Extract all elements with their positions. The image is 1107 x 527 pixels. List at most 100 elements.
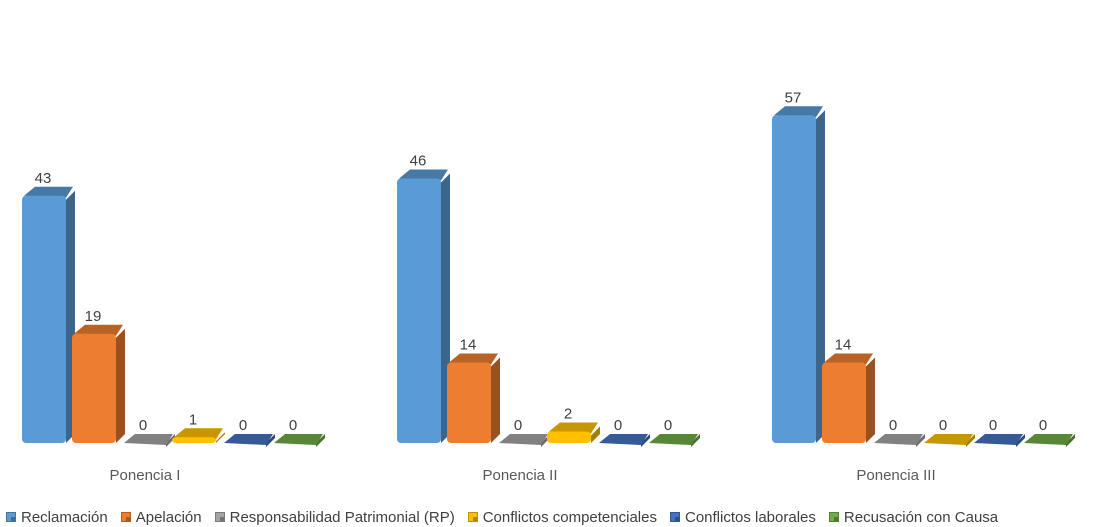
data-label: 0: [289, 417, 297, 434]
legend-swatch: [214, 512, 225, 522]
bar: [772, 106, 825, 443]
data-label: 0: [514, 417, 522, 434]
legend-item: Conflictos competenciales: [467, 508, 657, 526]
bar: [124, 434, 175, 447]
bar-top: [549, 422, 598, 434]
bar-side: [216, 432, 225, 443]
bar-front: [22, 195, 66, 443]
data-label: 0: [889, 417, 897, 434]
bar: [649, 434, 700, 447]
bar-front: [822, 362, 866, 443]
data-label: 43: [35, 170, 52, 187]
bar: [874, 434, 925, 447]
bar-top: [124, 434, 173, 445]
data-label: 46: [410, 153, 427, 170]
data-label: 0: [239, 417, 247, 434]
data-label: 0: [664, 417, 672, 434]
bar-front: [72, 333, 116, 443]
bar-side: [641, 434, 650, 447]
bar-front: [772, 115, 816, 443]
bar: [1024, 434, 1075, 447]
legend-item: Recusación con Causa: [828, 508, 999, 526]
legend-swatch: [828, 512, 839, 522]
bar: [499, 434, 550, 447]
bar-front: [397, 178, 441, 443]
legend-swatch: [120, 512, 131, 522]
bar-top: [449, 353, 498, 365]
bar-side: [166, 434, 175, 447]
bar-top: [274, 434, 323, 445]
bar: [547, 422, 600, 443]
bar: [974, 434, 1025, 447]
bar-top: [974, 434, 1023, 445]
legend-swatch: [467, 512, 478, 522]
bar: [599, 434, 650, 447]
category-label: Ponencia II: [482, 467, 557, 484]
legend-label: Conflictos laborales: [684, 508, 816, 526]
legend-swatch: [669, 512, 680, 522]
legend-item: Conflictos laborales: [669, 508, 816, 526]
legend-label: Recusación con Causa: [843, 508, 999, 526]
data-label: 1: [189, 411, 197, 428]
bar-side: [316, 434, 325, 447]
bar-top: [24, 186, 73, 198]
chart-plot: 43 19 0 1 0 0 Ponencia I 46 14 0 2 0 0 Ponencia II 57 1…: [22, 89, 1075, 484]
bar: [22, 186, 75, 443]
bar: [224, 434, 275, 447]
bar-side: [866, 357, 875, 443]
bar: [447, 353, 500, 443]
bar-top: [224, 434, 273, 445]
category-group: 46 14 0 2 0 0 Ponencia II: [397, 153, 700, 484]
legend-label: Responsabilidad Patrimonial (RP): [229, 508, 455, 526]
bar-side: [966, 434, 975, 447]
data-label: 0: [614, 417, 622, 434]
bar-top: [874, 434, 923, 445]
legend-label: Conflictos competenciales: [482, 508, 657, 526]
bar-top: [649, 434, 698, 445]
data-label: 0: [139, 417, 147, 434]
data-label: 14: [835, 337, 852, 354]
data-label: 0: [1039, 417, 1047, 434]
data-label: 14: [460, 337, 477, 354]
bar-top: [599, 434, 648, 445]
bar: [822, 353, 875, 443]
bar-top: [74, 324, 123, 336]
bar-top: [174, 428, 223, 440]
bar: [924, 434, 975, 447]
legend-item: Apelación: [120, 508, 202, 526]
chart-legend: Reclamación Apelación Responsabilidad Patr…: [6, 507, 1106, 527]
data-label: 57: [785, 89, 802, 106]
bar-top: [774, 106, 823, 118]
data-label: 2: [564, 406, 572, 423]
legend-item: Responsabilidad Patrimonial (RP): [214, 508, 455, 526]
bar-side: [916, 434, 925, 447]
legend-item: Reclamación: [6, 509, 108, 526]
bar-side: [816, 110, 825, 443]
bar-side: [1016, 434, 1025, 447]
bar-top: [499, 434, 548, 445]
bar-top: [924, 434, 973, 445]
bar-front: [172, 437, 216, 443]
category-label: Ponencia III: [856, 467, 935, 484]
bar-top: [1024, 434, 1073, 445]
bar-front: [447, 362, 491, 443]
bar-side: [1066, 434, 1075, 447]
bar-side: [691, 434, 700, 447]
category-label: Ponencia I: [110, 467, 181, 484]
bar-top: [399, 169, 448, 181]
bar: [274, 434, 325, 447]
bar-side: [591, 426, 600, 443]
data-label: 19: [85, 308, 102, 325]
data-label: 0: [939, 417, 947, 434]
legend-label: Reclamación: [21, 508, 108, 526]
bar-front: [547, 431, 591, 443]
bar-top: [824, 353, 873, 365]
category-group: 43 19 0 1 0 0 Ponencia I: [22, 170, 325, 484]
bar-side: [116, 328, 125, 443]
bar-side: [491, 357, 500, 443]
bar: [72, 324, 125, 443]
legend-label: Apelación: [135, 508, 202, 526]
bar-side: [266, 434, 275, 447]
category-group: 57 14 0 0 0 0 Ponencia III: [772, 89, 1075, 484]
bar: [397, 169, 450, 443]
